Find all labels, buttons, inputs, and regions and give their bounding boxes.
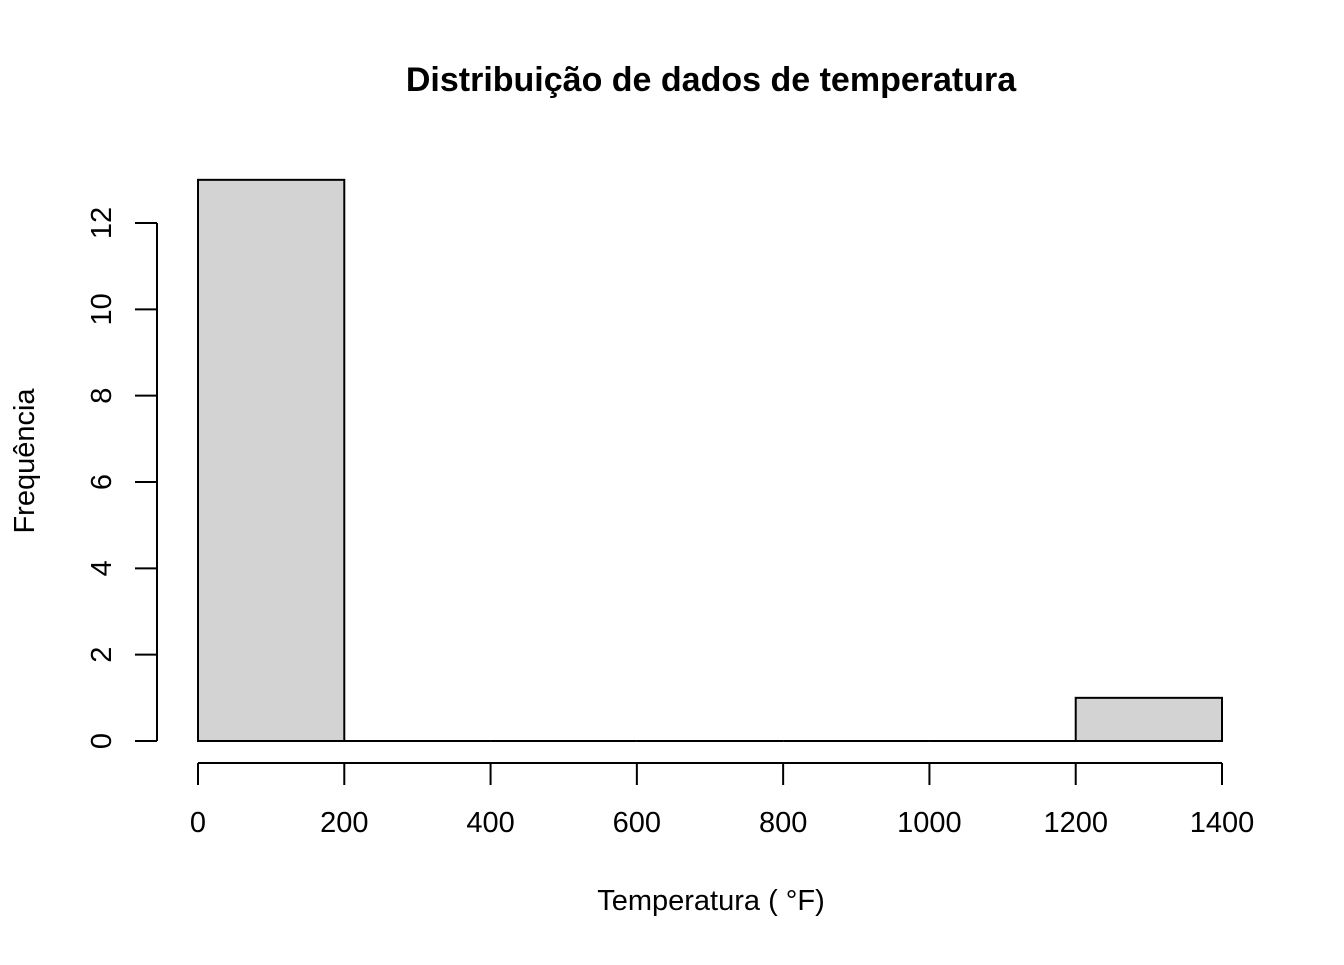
- y-tick-label: 8: [86, 388, 118, 404]
- x-tick-label: 0: [190, 807, 206, 839]
- x-tick-label: 1200: [1043, 807, 1108, 839]
- x-tick-label: 600: [613, 807, 661, 839]
- chart-title: Distribuição de dados de temperatura: [406, 61, 1017, 99]
- x-tick-label: 400: [466, 807, 514, 839]
- y-tick-label: 4: [86, 560, 118, 576]
- histogram-bar: [197, 178, 346, 743]
- x-axis: 0 200 400 600 800 1000 1200 1400: [190, 762, 1255, 839]
- x-tick-label: 1000: [897, 807, 962, 839]
- y-tick-label: 12: [86, 207, 118, 239]
- y-axis: 0 2 4 6 8 10 12: [86, 207, 158, 749]
- bars-group: [197, 178, 1223, 743]
- y-tick-label: 0: [86, 733, 118, 749]
- y-axis-label: Frequência: [9, 388, 41, 534]
- x-tick-label: 800: [759, 807, 807, 839]
- y-tick-label: 2: [86, 647, 118, 663]
- x-tick-label: 1400: [1190, 807, 1255, 839]
- y-tick-label: 10: [86, 293, 118, 325]
- histogram-bar: [1074, 696, 1223, 742]
- y-tick-label: 6: [86, 474, 118, 490]
- x-axis-label: Temperatura ( °F): [597, 885, 825, 917]
- x-tick-label: 200: [320, 807, 368, 839]
